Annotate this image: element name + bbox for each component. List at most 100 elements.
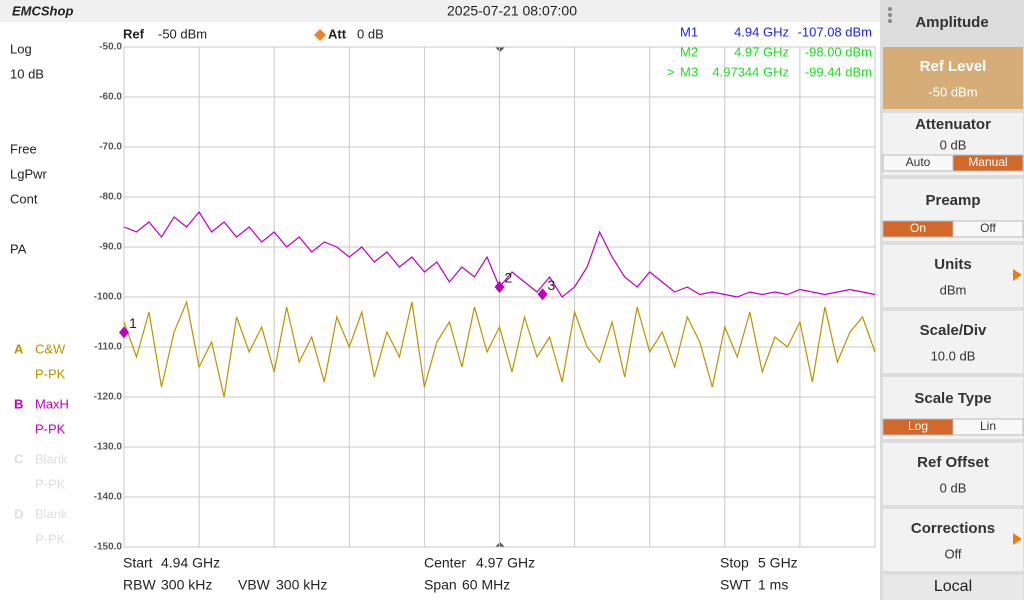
menu-item-value: 0 dB — [940, 137, 967, 152]
y-tick-label: -70.0 — [99, 142, 122, 153]
footer-label: VBW — [238, 577, 271, 593]
menu-dot — [888, 13, 892, 17]
menu-item-label: Preamp — [925, 192, 980, 209]
scale-div: 10 dB — [10, 66, 44, 81]
logo: EMCShop — [12, 3, 73, 18]
y-tick-label: -60.0 — [99, 92, 122, 103]
trace-name: MaxH — [35, 396, 69, 411]
marker-level: -99.44 dBm — [805, 64, 872, 79]
att-value: 0 dB — [357, 26, 384, 41]
marker-pointer: > — [667, 64, 675, 79]
menu-item[interactable] — [883, 509, 1023, 571]
trace-detector: P-PK — [35, 366, 66, 381]
trace — [123, 299, 876, 398]
menu-item-value: 0 dB — [940, 480, 967, 495]
marker-name: M3 — [680, 64, 698, 79]
trace-name: C&W — [35, 341, 66, 356]
att-icon — [314, 29, 326, 41]
menu-dot — [888, 19, 892, 23]
datetime: 2025-07-21 08:07:00 — [447, 3, 577, 19]
y-tick-label: -110.0 — [94, 342, 122, 353]
marker-name: M2 — [680, 44, 698, 59]
menu-option[interactable] — [952, 220, 1024, 238]
menu-item-value: Off — [944, 546, 961, 561]
menu-option-label: Off — [980, 221, 996, 235]
marker-number: 2 — [505, 270, 513, 286]
menu-item-label: Ref Level — [920, 58, 987, 75]
footer-value: 300 kHz — [161, 577, 212, 593]
menu-option[interactable] — [952, 154, 1024, 172]
menu-option-label: Lin — [980, 419, 996, 433]
scale: Log — [10, 41, 32, 56]
menu-item[interactable] — [883, 443, 1023, 505]
trace-name: Blank — [35, 506, 68, 521]
menu-footer-bg — [883, 575, 1023, 600]
footer-value: 4.97 GHz — [476, 555, 535, 571]
menu-item-value: 10.0 dB — [931, 348, 976, 363]
trace-letter: B — [14, 396, 23, 411]
menu-item[interactable] — [883, 245, 1023, 307]
trace-letter: C — [14, 451, 24, 466]
marker-freq: 4.97344 GHz — [712, 64, 789, 79]
trace-detector: P-PK — [35, 531, 66, 546]
marker — [494, 281, 505, 293]
footer-label: RBW — [123, 577, 156, 593]
y-tick-label: -100.0 — [94, 292, 123, 303]
trace-detector: P-PK — [35, 421, 66, 436]
y-tick-label: -120.0 — [94, 392, 123, 403]
trace-detector: P-PK — [35, 476, 66, 491]
menu-item-value: -50 dBm — [928, 84, 977, 99]
ref-value: -50 dBm — [158, 26, 207, 41]
trace-name: Blank — [35, 451, 68, 466]
submenu-arrow — [1013, 269, 1022, 281]
top-bar — [0, 0, 880, 22]
menu-option-label: Auto — [906, 155, 931, 169]
footer-label: Start — [123, 555, 153, 571]
footer-label: Span — [424, 577, 457, 593]
menu-option-label: Manual — [968, 155, 1007, 169]
footer-label: SWT — [720, 577, 752, 593]
mode: Cont — [10, 191, 38, 206]
menu-item-label: Units — [934, 256, 972, 273]
marker — [537, 288, 548, 301]
marker-number: 1 — [129, 315, 137, 331]
menu-item-label: Scale/Div — [920, 322, 987, 339]
marker-freq: 4.94 GHz — [734, 24, 789, 39]
menu-option[interactable] — [952, 418, 1024, 436]
menu-item-value: dBm — [940, 282, 967, 297]
ref-label: Ref — [123, 26, 145, 41]
footer-value: 5 GHz — [758, 555, 798, 571]
menu-title: Amplitude — [915, 14, 988, 31]
menu-dot — [888, 7, 892, 11]
marker-freq: 4.97 GHz — [734, 44, 789, 59]
footer-label: Center — [424, 555, 466, 571]
footer-value: 1 ms — [758, 577, 788, 593]
menu-option-label: Log — [908, 419, 928, 433]
menu-item-label: Scale Type — [914, 390, 991, 407]
footer-value: 300 kHz — [276, 577, 327, 593]
y-tick-label: -50.0 — [99, 42, 122, 53]
menu-item-label: Attenuator — [915, 116, 991, 133]
footer-value: 60 MHz — [462, 577, 510, 593]
marker-level: -98.00 dBm — [805, 44, 872, 59]
mode: Free — [10, 141, 37, 156]
y-tick-label: -150.0 — [94, 542, 123, 553]
menu-item-label: Ref Offset — [917, 454, 989, 471]
menu-footer: Local — [934, 578, 972, 595]
mode: LgPwr — [10, 166, 48, 181]
trace-letter: A — [14, 341, 24, 356]
y-tick-label: -90.0 — [99, 242, 122, 253]
marker-level: -107.08 dBm — [798, 24, 872, 39]
submenu-arrow — [1013, 533, 1022, 545]
preamp: PA — [10, 241, 27, 256]
menu-item[interactable] — [883, 311, 1023, 373]
footer-label: Stop — [720, 555, 749, 571]
menu-item[interactable] — [883, 47, 1023, 109]
marker-name: M1 — [680, 24, 698, 39]
footer-value: 4.94 GHz — [161, 555, 220, 571]
y-tick-label: -140.0 — [94, 492, 123, 503]
marker — [119, 326, 129, 339]
marker-number: 3 — [548, 277, 556, 293]
